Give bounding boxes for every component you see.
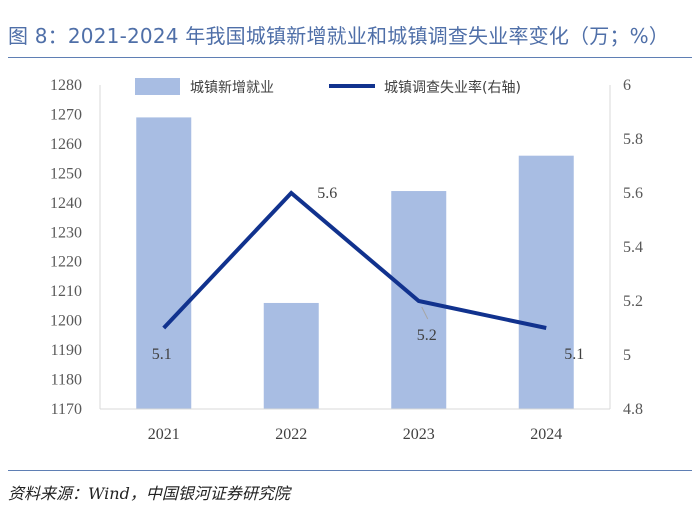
right-tick-label: 6 — [623, 77, 631, 94]
x-axis: 2021 2022 2023 2024 — [100, 408, 610, 443]
x-tick-label: 2021 — [148, 426, 180, 443]
left-tick-label: 1210 — [50, 283, 82, 300]
source-note: 资料来源：Wind，中国银河证券研究院 — [8, 484, 290, 503]
right-axis: 4.8 5 5.2 5.4 5.6 5.8 6 — [609, 77, 643, 418]
right-tick-label: 5 — [623, 347, 631, 364]
right-tick-label: 5.8 — [623, 131, 643, 148]
left-tick-label: 1280 — [50, 77, 82, 94]
left-tick-label: 1170 — [51, 401, 82, 418]
x-tick-label: 2023 — [403, 426, 435, 443]
left-tick-label: 1180 — [51, 372, 82, 389]
left-tick-label: 1250 — [50, 165, 82, 182]
source-rule — [8, 470, 692, 471]
line-series: 5.1 5.6 5.2 5.1 — [152, 185, 585, 363]
right-tick-label: 5.6 — [623, 185, 643, 202]
x-tick-label: 2022 — [275, 426, 307, 443]
left-tick-label: 1220 — [50, 254, 82, 271]
unemployment-line — [162, 190, 547, 330]
bar-series — [136, 117, 574, 410]
right-tick-label: 5.2 — [623, 293, 643, 310]
left-tick-label: 1190 — [51, 342, 82, 359]
bar-2024 — [518, 155, 574, 409]
line-data-label: 5.2 — [417, 327, 437, 344]
data-label-leader — [421, 306, 429, 320]
figure-title: 图 8：2021-2024 年我国城镇新增就业和城镇调查失业率变化（万；%） — [8, 24, 670, 48]
x-tick-label: 2024 — [530, 426, 562, 443]
legend-bar-swatch — [135, 78, 180, 95]
left-tick-label: 1200 — [50, 313, 82, 330]
bar-2021 — [136, 117, 192, 410]
line-data-label: 5.1 — [564, 346, 584, 363]
bar-2022 — [263, 302, 319, 409]
left-tick-label: 1260 — [50, 136, 82, 153]
right-tick-label: 4.8 — [623, 401, 643, 418]
left-tick-label: 1240 — [50, 195, 82, 212]
left-tick-label: 1230 — [50, 224, 82, 241]
left-axis: 1170 1180 1190 1200 1210 1220 1230 1240 1250 1260… — [50, 77, 101, 418]
line-data-label: 5.1 — [152, 346, 172, 363]
legend-bar-label: 城镇新增就业 — [190, 80, 274, 96]
title-rule — [8, 57, 692, 58]
legend: 城镇新增就业 城镇调查失业率(右轴) — [135, 78, 521, 96]
left-tick-label: 1270 — [50, 106, 82, 123]
right-tick-label: 5.4 — [623, 239, 643, 256]
legend-line-label: 城镇调查失业率(右轴) — [384, 79, 521, 96]
line-data-label: 5.6 — [317, 185, 337, 202]
